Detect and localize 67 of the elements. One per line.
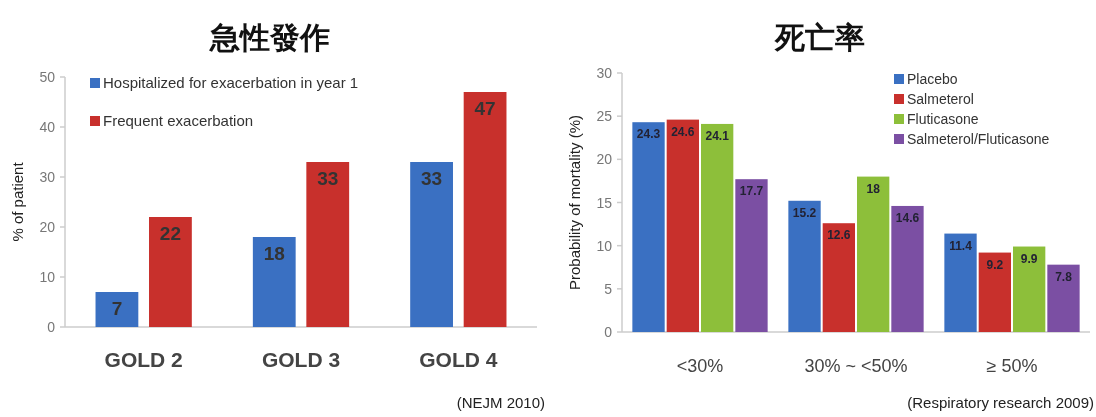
data-label: 18 bbox=[263, 243, 285, 264]
x-tick-label: GOLD 3 bbox=[261, 348, 341, 371]
data-label: 15.2 bbox=[792, 205, 817, 220]
legend-label: Frequent exacerbation bbox=[103, 112, 254, 129]
bar bbox=[252, 237, 296, 327]
text: (Respiratory research 2009) bbox=[907, 394, 1094, 411]
data-label: 33 bbox=[317, 168, 339, 189]
text: (NEJM 2010) bbox=[456, 394, 545, 411]
data-label: 33 bbox=[421, 168, 443, 189]
bar bbox=[410, 162, 453, 327]
legend-label: Placebo bbox=[907, 71, 958, 87]
bar bbox=[632, 122, 665, 332]
legend-label: Salmeterol/Fluticasone bbox=[907, 131, 1050, 147]
data-label: 7 bbox=[111, 298, 123, 319]
bar bbox=[978, 252, 1011, 332]
bar bbox=[1047, 264, 1080, 332]
x-tick-label: 30% ~ <50% bbox=[804, 356, 908, 376]
y-tick-label: 25 bbox=[596, 108, 613, 125]
legend-label: Fluticasone bbox=[907, 111, 979, 127]
bar bbox=[857, 176, 890, 332]
data-label: 17.7 bbox=[739, 184, 764, 199]
x-tick-label: GOLD 2 bbox=[104, 348, 183, 371]
chart-title: 急性發作 bbox=[209, 21, 330, 54]
x-tick-label: ≥ 50% bbox=[986, 356, 1038, 376]
bar bbox=[788, 200, 821, 332]
bar bbox=[306, 162, 350, 327]
x-tick-label: <30% bbox=[676, 356, 724, 376]
y-tick-label: 20 bbox=[596, 151, 613, 168]
data-label: 12.6 bbox=[827, 228, 851, 243]
y-tick-label: 30 bbox=[596, 65, 613, 81]
data-label: 9.9 bbox=[1020, 251, 1038, 266]
data-label: 9.2 bbox=[986, 257, 1004, 272]
data-label: 24.1 bbox=[705, 128, 730, 143]
y-tick-label: 10 bbox=[596, 237, 613, 254]
y-axis-title: Probability of mortality (%) bbox=[566, 114, 583, 291]
y-tick-label: 15 bbox=[596, 194, 613, 211]
bar bbox=[666, 119, 699, 332]
bar bbox=[95, 292, 139, 327]
y-tick-label: 5 bbox=[604, 280, 613, 297]
bar bbox=[891, 205, 924, 332]
bar bbox=[735, 179, 768, 332]
y-tick-label: 0 bbox=[47, 319, 56, 335]
y-tick-label: 40 bbox=[39, 119, 56, 135]
y-tick-label: 20 bbox=[39, 219, 56, 235]
data-label: 7.8 bbox=[1055, 269, 1073, 284]
y-tick-label: 30 bbox=[39, 169, 56, 185]
y-tick-label: 10 bbox=[39, 269, 56, 285]
y-axis-title: % of patient bbox=[9, 161, 26, 242]
data-label: 47 bbox=[474, 98, 496, 119]
legend-label: Hospitalized for exacerbation in year 1 bbox=[103, 74, 359, 91]
x-tick-label: GOLD 4 bbox=[419, 348, 498, 371]
data-label: 24.6 bbox=[671, 124, 695, 139]
bar bbox=[944, 233, 977, 332]
bar bbox=[822, 223, 855, 332]
data-label: 14.6 bbox=[895, 210, 920, 225]
data-label: 18 bbox=[866, 181, 881, 196]
chart-title: 死亡率 bbox=[774, 21, 865, 54]
bar bbox=[463, 92, 507, 327]
bar bbox=[701, 123, 734, 332]
data-label: 24.3 bbox=[636, 127, 661, 142]
y-tick-label: 50 bbox=[39, 69, 56, 85]
bar bbox=[1013, 246, 1046, 332]
bar bbox=[149, 217, 192, 327]
y-tick-label: 0 bbox=[604, 324, 613, 340]
data-label: 11.4 bbox=[949, 238, 973, 253]
legend-label: Salmeterol bbox=[907, 91, 974, 107]
data-label: 22 bbox=[159, 223, 181, 244]
